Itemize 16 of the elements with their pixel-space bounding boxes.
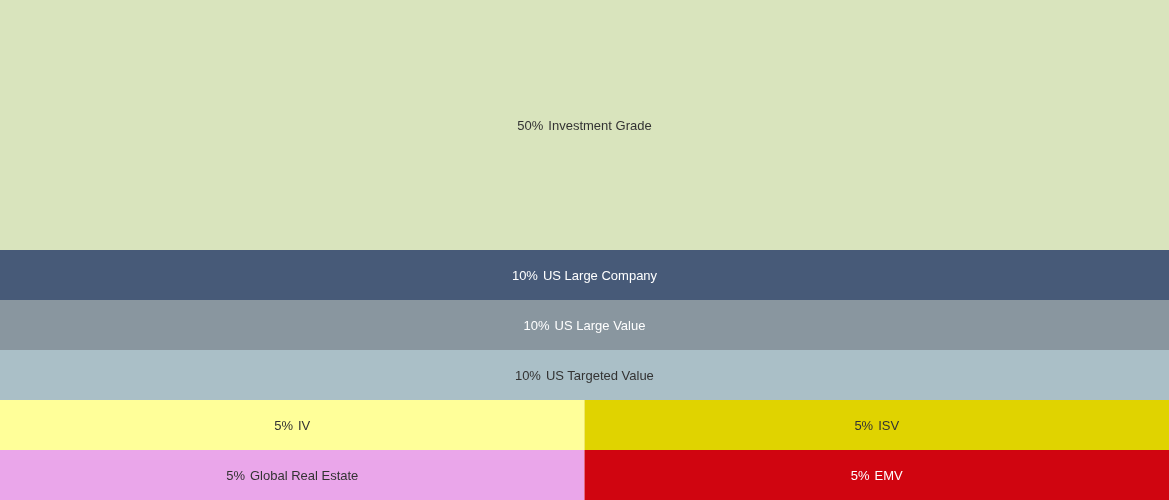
category-label: Global Real Estate bbox=[249, 467, 359, 483]
data-label: 5% bbox=[226, 467, 246, 483]
category-label: IV bbox=[298, 417, 311, 433]
category-label: US Targeted Value bbox=[545, 367, 654, 383]
category-label: US Large Company bbox=[542, 267, 658, 283]
data-label: 5% bbox=[274, 417, 294, 433]
data-label: 50% bbox=[517, 117, 544, 133]
data-label: 5% bbox=[850, 467, 870, 483]
data-label: 10% bbox=[523, 317, 551, 333]
category-label: Investment Grade bbox=[548, 117, 652, 133]
category-label: ISV bbox=[878, 417, 900, 433]
data-label: 5% bbox=[854, 417, 874, 433]
data-label: 10% bbox=[514, 367, 542, 383]
category-label: US Large Value bbox=[554, 317, 646, 333]
category-label: EMV bbox=[874, 467, 904, 483]
data-label: 10% bbox=[511, 267, 539, 283]
